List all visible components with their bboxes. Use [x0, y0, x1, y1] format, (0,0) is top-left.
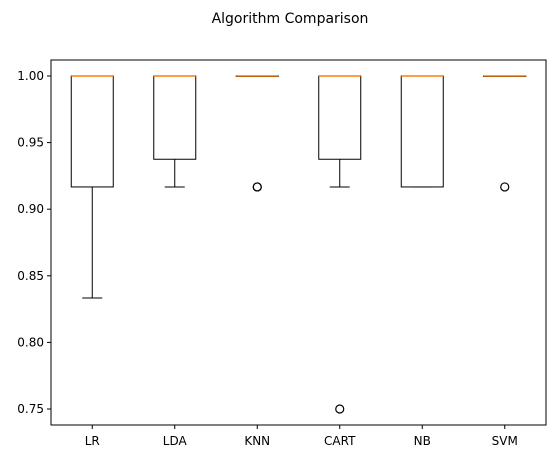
y-tick-label: 1.00 — [17, 69, 44, 83]
box-lda — [153, 75, 197, 188]
outlier-point — [252, 182, 262, 192]
box-cart — [318, 75, 362, 414]
x-tick-label: CART — [324, 434, 356, 448]
x-tick-label: NB — [414, 434, 431, 448]
outlier-point — [335, 404, 345, 414]
x-tick-label: LDA — [163, 434, 188, 448]
y-tick-label: 0.90 — [17, 202, 44, 216]
y-tick-label: 0.85 — [17, 269, 44, 283]
x-tick-label: KNN — [244, 434, 270, 448]
outlier-point — [500, 182, 510, 192]
axes-frame — [50, 59, 547, 426]
box-lr — [70, 75, 114, 299]
chart-title: Algorithm Comparison — [212, 11, 369, 27]
y-tick-label: 0.80 — [17, 335, 44, 349]
y-tick-label: 0.95 — [17, 136, 44, 150]
x-axis: LR LDA KNN CART NB SVM — [85, 425, 518, 448]
x-tick-label: LR — [85, 434, 100, 448]
box-nb — [400, 75, 444, 188]
box-knn — [235, 75, 279, 192]
y-axis: 1.00 0.95 0.90 0.85 0.80 0.75 — [17, 69, 51, 416]
plot-area — [70, 75, 527, 414]
y-tick-label: 0.75 — [17, 402, 44, 416]
box-svm — [483, 75, 527, 192]
x-tick-label: SVM — [492, 434, 518, 448]
